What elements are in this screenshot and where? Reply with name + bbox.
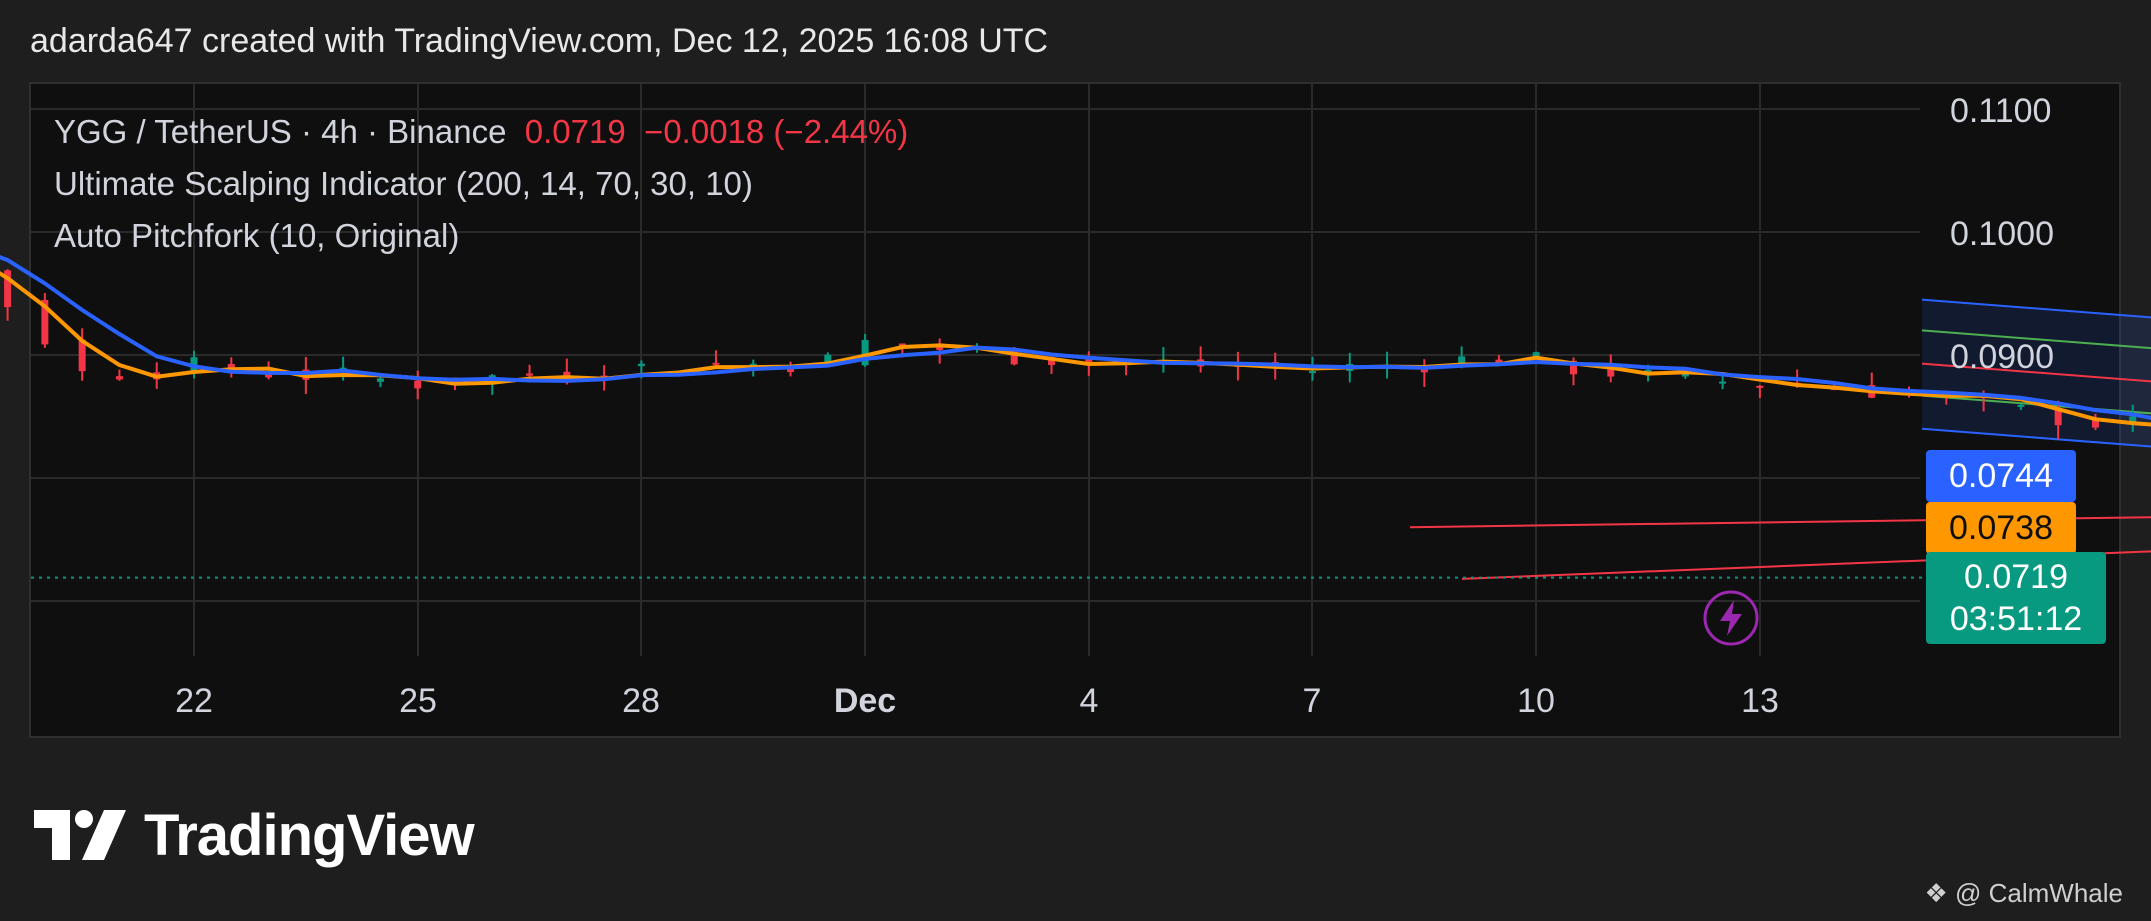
chart-pane[interactable] [29,82,2121,738]
candle-body [115,376,123,380]
candle-body [414,380,422,389]
symbol-label[interactable]: YGG / TetherUS · 4h · Binance [54,113,507,150]
credit-line: ❖ @ CalmWhale [1924,878,2123,909]
x-tick-label: 25 [399,682,437,720]
tradingview-logo-icon [34,810,126,860]
candle-body [637,363,645,367]
bar-countdown: 03:51:12 [1949,600,2083,638]
candle-body [1607,363,1615,377]
pitchfork-handle-line [1461,550,2151,580]
x-tick-label: 10 [1517,682,1555,720]
candle-body [4,270,12,308]
candle-body [1085,359,1093,363]
credit-text: @ CalmWhale [1955,878,2123,908]
candle-body [1458,356,1466,366]
candle-body [824,354,832,366]
candle-body [41,299,49,345]
blue-ma-price-tag: 0.0744 [1926,450,2076,502]
candle-body [861,339,869,366]
orange-ma-price-tag: 0.0738 [1926,502,2076,554]
last-price-label: 0.0719 [524,113,626,150]
blue-ma-line [0,255,2151,420]
candle-body [712,362,720,365]
price-change-label: −0.0018 (−2.44%) [644,113,909,150]
candle-body [190,357,198,372]
chart-legend: YGG / TetherUS · 4h · Binance 0.0719 −0.… [54,106,908,262]
x-tick-label: 7 [1302,682,1322,720]
x-tick-label: 28 [622,682,660,720]
y-tick-label: 0.1100 [1950,92,2052,130]
candle-body [1756,385,1764,388]
candle-body [1309,371,1316,374]
candle-body [376,378,384,382]
candle-body [1569,360,1577,375]
chart-attribution: adarda647 created with TradingView.com, … [30,22,1049,60]
candle-body [78,339,86,372]
candle-body [2054,409,2062,426]
candle-body [526,373,534,376]
candle-body [1495,359,1503,365]
candle-body [1048,356,1056,366]
lightning-bolt-icon[interactable] [1703,590,1759,646]
tradingview-logo[interactable]: TradingView [34,800,475,870]
candle-body [2091,418,2099,428]
diamond-icon: ❖ [1924,878,1948,908]
candle-body [2129,416,2137,422]
y-tick-label: 0.0900 [1950,338,2054,376]
x-tick-label-month: Dec [833,682,897,720]
last-price-tag: 0.0719 03:51:12 [1926,552,2106,644]
candle-body [1719,381,1727,384]
brand-name: TradingView [144,802,475,868]
x-tick-label: 22 [175,682,213,720]
pitchfork-handle-line [1409,516,2151,529]
orange-ma-line [0,271,2151,427]
candle-body [1010,348,1018,365]
x-tick-label: 13 [1741,682,1779,720]
x-tick-label: 4 [1079,682,1099,720]
candle-body [1532,352,1540,358]
indicator-scalping-label[interactable]: Ultimate Scalping Indicator (200, 14, 70… [54,165,753,202]
y-tick-label: 0.1000 [1950,215,2054,253]
last-price-value: 0.0719 [1964,558,2068,596]
candle-body [898,343,906,347]
candle-body [2017,404,2025,407]
indicator-pitchfork-label[interactable]: Auto Pitchfork (10, Original) [54,217,460,254]
